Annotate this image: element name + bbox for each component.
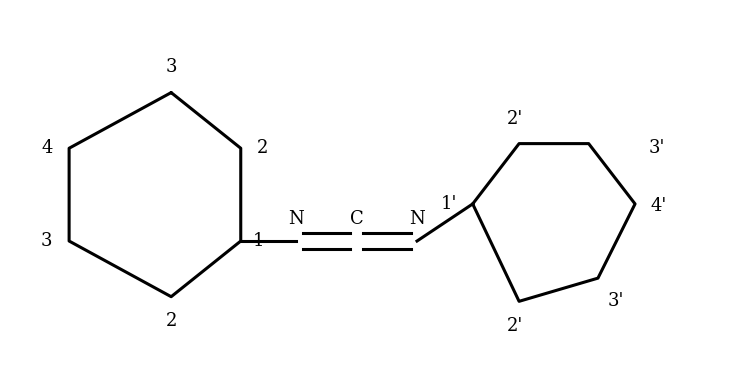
- Text: 3': 3': [608, 292, 624, 310]
- Text: 2: 2: [165, 312, 177, 331]
- Text: 3: 3: [41, 232, 53, 250]
- Text: 1: 1: [253, 232, 264, 250]
- Text: 2': 2': [507, 317, 523, 335]
- Text: 3: 3: [165, 58, 177, 76]
- Text: N: N: [288, 210, 305, 228]
- Text: 1': 1': [441, 195, 457, 213]
- Text: 4: 4: [41, 139, 53, 157]
- Text: 2: 2: [256, 139, 268, 157]
- Text: 4': 4': [651, 197, 667, 215]
- Text: N: N: [409, 210, 425, 228]
- Text: 3': 3': [649, 139, 665, 157]
- Text: 2': 2': [507, 110, 523, 128]
- Text: C: C: [350, 210, 364, 228]
